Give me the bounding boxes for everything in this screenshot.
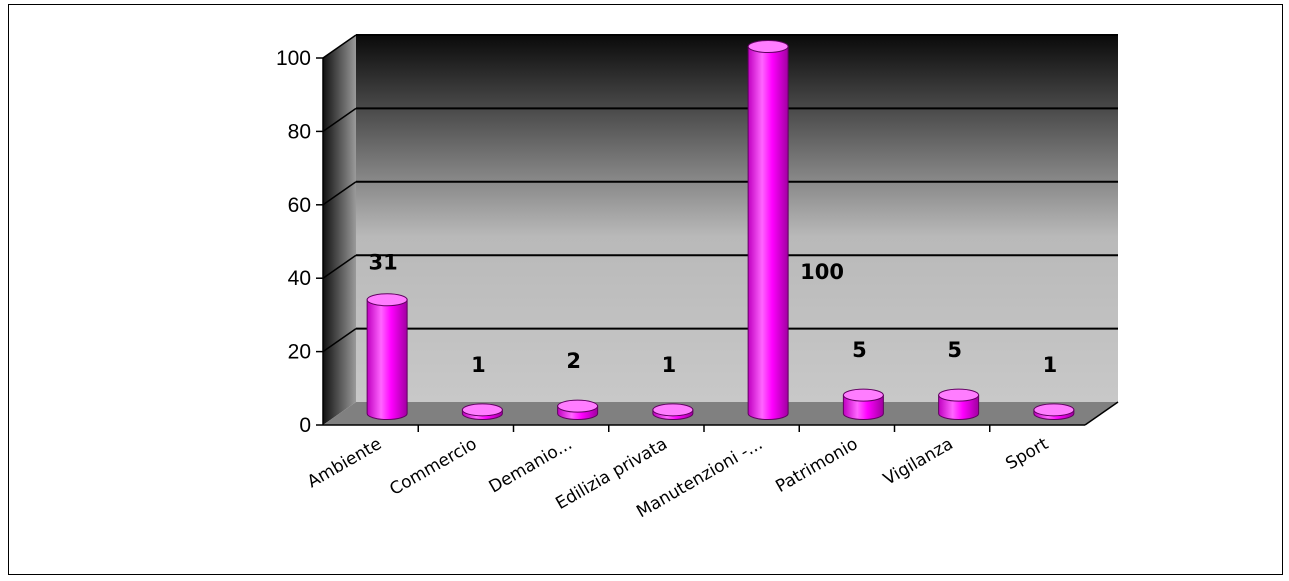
bar-top [652, 403, 694, 417]
gridline-side [322, 34, 357, 59]
x-tick-label: Patrimonio [772, 434, 861, 497]
x-axis-ticks: Ambiente Commercio Demanio...Edilizia priv… [304, 425, 1052, 522]
bar [842, 388, 884, 420]
bar-body [747, 46, 789, 420]
floor [323, 402, 1118, 425]
data-label: 1 [471, 353, 486, 377]
x-tick-label: Ambiente [304, 434, 385, 492]
y-tick-label: 20 [288, 341, 311, 364]
y-tick-label: 40 [288, 267, 311, 290]
data-label: 1 [662, 353, 677, 377]
data-labels: 31 1 2 1 100 5 5 1 [369, 251, 1058, 377]
gridline-side [322, 181, 357, 206]
back-wall [356, 35, 1118, 402]
bar-top [842, 388, 884, 402]
bar [938, 388, 980, 420]
bar [461, 403, 503, 420]
bar [652, 403, 694, 420]
chart-walls [323, 35, 1118, 425]
bar [557, 399, 599, 420]
bar [1033, 403, 1075, 420]
bar-body [366, 299, 408, 420]
bar-body [938, 394, 980, 420]
x-tick-label: Commercio [386, 434, 480, 500]
gridline-side [322, 327, 357, 353]
y-tick-label: 0 [299, 414, 311, 437]
bar-top [1033, 403, 1075, 417]
bar [747, 40, 789, 420]
bar-top [938, 388, 980, 402]
floor-edge [1084, 401, 1119, 426]
data-label: 1 [1043, 353, 1058, 377]
side-wall [323, 35, 356, 425]
bar-top [366, 293, 408, 307]
x-tick-label: Demanio... [486, 434, 576, 497]
bar-top [747, 40, 789, 53]
y-tick-label: 60 [288, 194, 311, 217]
bar [366, 293, 408, 420]
gridlines [322, 34, 1118, 353]
bar-body [842, 394, 884, 420]
y-tick-label: 100 [276, 47, 311, 70]
y-axis-ticks: 0 20 40 60 80 100 [276, 47, 323, 437]
bar-top [557, 399, 599, 413]
gridline-side [322, 254, 357, 279]
data-label: 5 [852, 338, 867, 362]
data-label: 31 [369, 251, 398, 275]
x-tick-label: Sport [1002, 434, 1052, 474]
x-tick-label: Vigilanza [880, 434, 956, 490]
data-label: 2 [566, 349, 581, 373]
data-label: 100 [800, 260, 844, 284]
bars [366, 40, 1075, 420]
y-tick-label: 80 [288, 120, 311, 143]
gridline-side [322, 107, 357, 133]
bar-top [461, 403, 503, 417]
data-label: 5 [947, 338, 962, 362]
